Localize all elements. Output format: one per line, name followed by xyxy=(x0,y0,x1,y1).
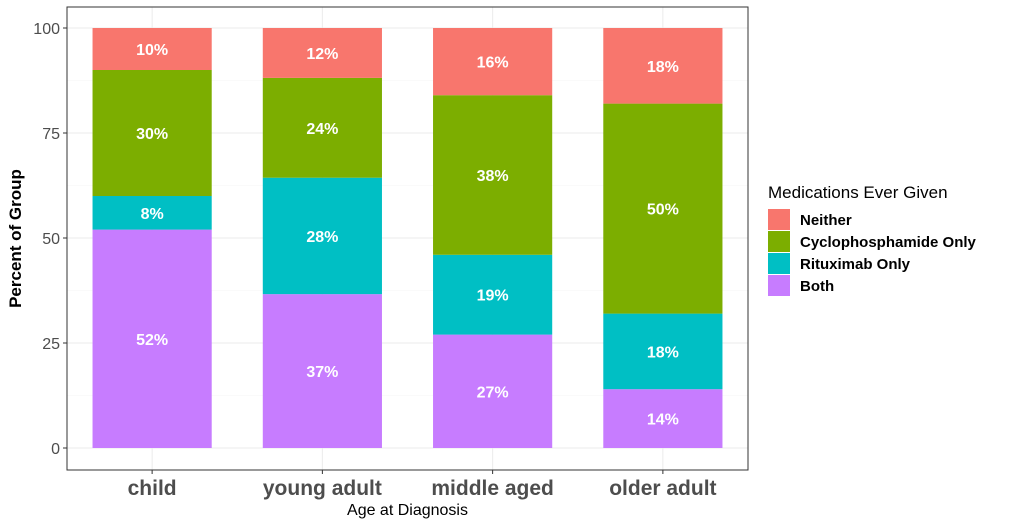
legend: Medications Ever Given Neither Cyclophosp… xyxy=(768,183,977,296)
bar-segment-cyclophosphamide-only xyxy=(262,77,382,178)
bar-value-label: 28% xyxy=(306,229,338,246)
bar-segment-neither xyxy=(603,28,723,104)
legend-label: Rituximab Only xyxy=(800,256,911,273)
bar-segment-both xyxy=(262,294,382,448)
bar-segment-rituximab-only xyxy=(92,196,212,230)
bar-value-label: 27% xyxy=(477,384,509,401)
bar-value-label: 24% xyxy=(306,121,338,138)
bar-segment-cyclophosphamide-only xyxy=(603,103,723,314)
bar-segment-rituximab-only xyxy=(603,313,723,390)
bar-segment-both xyxy=(433,334,553,448)
bar-value-label: 10% xyxy=(136,42,168,59)
y-tick-label: 25 xyxy=(42,336,60,353)
bars xyxy=(92,28,723,448)
bar-value-label: 52% xyxy=(136,332,168,349)
bar-value-label: 12% xyxy=(306,46,338,63)
bar-value-label: 18% xyxy=(647,344,679,361)
bar-value-label: 38% xyxy=(477,168,509,185)
bar-value-label: 8% xyxy=(141,206,164,223)
bar-value-label: 19% xyxy=(477,288,509,305)
x-tick-label: young adult xyxy=(263,477,382,500)
bar-value-label: 18% xyxy=(647,59,679,76)
bar-segment-neither xyxy=(433,28,553,96)
bar-value-label: 16% xyxy=(477,55,509,72)
legend-key-neither xyxy=(768,209,790,230)
bar-labels: 52% 8% 30% 10% 37% 28% 24% 12% 27% 19% 38% 16% 14% 18… xyxy=(136,42,679,429)
x-tick-label: older adult xyxy=(609,477,716,500)
x-tick-label: middle aged xyxy=(431,477,554,500)
bar-segment-both xyxy=(92,229,212,448)
bar-value-label: 30% xyxy=(136,126,168,143)
bar-value-label: 14% xyxy=(647,412,679,429)
bar-segment-neither xyxy=(262,28,382,78)
y-axis: 0 25 50 75 100 xyxy=(33,21,67,458)
bar-segment-cyclophosphamide-only xyxy=(433,95,553,255)
y-axis-title: Percent of Group xyxy=(6,169,25,308)
bar-segment-both xyxy=(603,389,723,448)
legend-label: Both xyxy=(800,278,834,295)
x-tick-label: child xyxy=(128,477,177,500)
x-axis: child young adult middle aged older adult xyxy=(128,470,717,500)
y-tick-label: 0 xyxy=(51,441,60,458)
legend-key-cyclophosphamide-only xyxy=(768,231,790,252)
x-axis-title: Age at Diagnosis xyxy=(347,502,468,519)
bar-segment-rituximab-only xyxy=(262,177,382,295)
bar-segment-cyclophosphamide-only xyxy=(92,70,212,196)
legend-key-rituximab-only xyxy=(768,253,790,274)
y-tick-label: 100 xyxy=(33,21,60,38)
y-tick-label: 75 xyxy=(42,126,60,143)
legend-key-both xyxy=(768,275,790,296)
legend-title: Medications Ever Given xyxy=(768,183,948,202)
bar-value-label: 50% xyxy=(647,202,679,219)
legend-label: Neither xyxy=(800,212,852,229)
legend-label: Cyclophosphamide Only xyxy=(800,234,977,251)
y-tick-label: 50 xyxy=(42,231,60,248)
bar-segment-rituximab-only xyxy=(433,254,553,335)
bar-value-label: 37% xyxy=(306,364,338,381)
bar-segment-neither xyxy=(92,28,212,70)
